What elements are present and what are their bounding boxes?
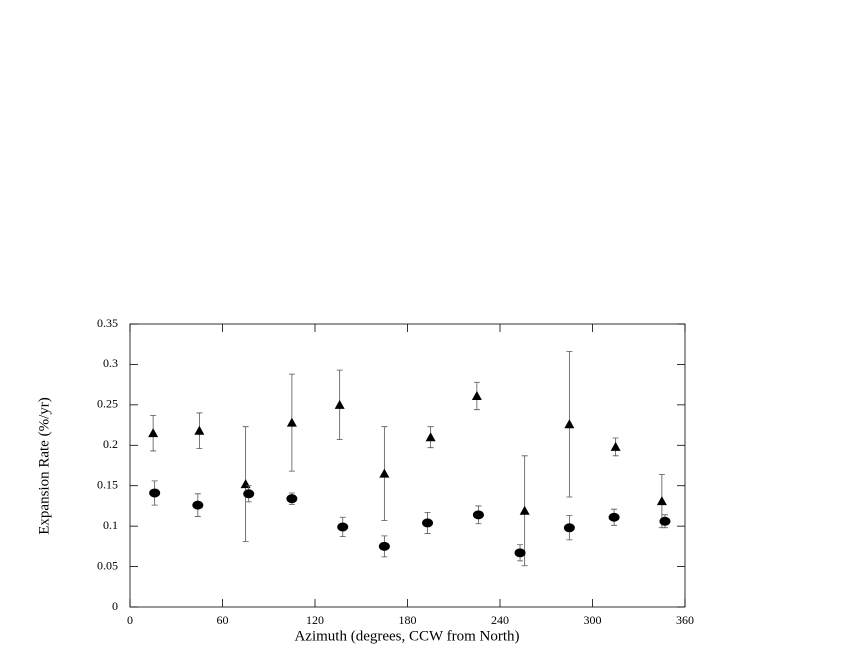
circle-marker [243,489,255,499]
plot-frame [129,323,686,608]
triangle-marker [610,441,621,451]
x-tick-label: 300 [584,613,602,627]
y-tick-label: 0.3 [103,356,118,370]
y-tick-label: 0 [112,599,118,613]
circle-marker [659,516,671,526]
circle-marker [337,522,349,532]
y-tick-label: 0.2 [103,437,118,451]
circle-marker [149,488,161,498]
triangle-marker [240,479,251,489]
x-tick-label: 0 [127,613,133,627]
triangle-marker [471,390,482,400]
triangle-marker [656,496,667,506]
triangle-marker [194,425,205,435]
circle-marker [472,510,484,520]
x-axis-title: Azimuth (degrees, CCW from North) [294,628,519,644]
circle-marker [286,494,298,504]
circle-marker [514,548,526,558]
y-tick-label: 0.1 [103,518,118,532]
triangle-marker [425,432,436,442]
triangle-marker [148,428,159,438]
x-tick-label: 180 [399,613,417,627]
triangle-marker [286,417,297,427]
triangle-marker [334,399,345,409]
triangle-marker [564,419,575,429]
circle-marker [563,523,575,533]
triangle-marker [519,505,530,515]
y-tick-label: 0.25 [97,397,118,411]
circle-marker [608,512,620,522]
circle-marker [422,518,434,528]
x-tick-label: 240 [491,613,509,627]
x-tick-label: 60 [217,613,229,627]
triangle-marker [379,468,390,478]
y-axis-title: Expansion Rate (%/yr) [36,397,52,534]
y-tick-label: 0.35 [97,316,118,330]
y-tick-label: 0.15 [97,477,118,491]
circle-marker [378,541,390,551]
circle-marker [192,500,204,510]
x-tick-label: 120 [306,613,324,627]
x-tick-label: 360 [676,613,694,627]
y-tick-label: 0.05 [97,558,118,572]
